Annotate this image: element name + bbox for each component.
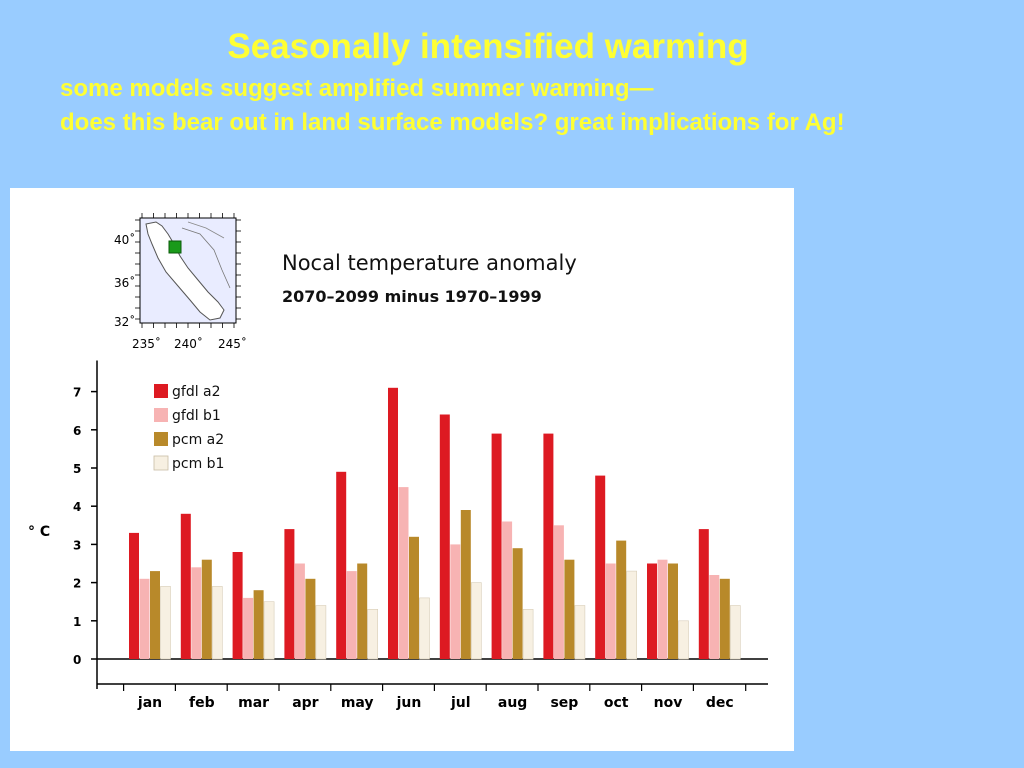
bar-gfdl-b1-apr	[294, 563, 305, 659]
legend-label: pcm a2	[172, 432, 224, 448]
y-tick-label: 4	[73, 500, 81, 514]
x-tick-label: jul	[450, 695, 471, 711]
bar-gfdl-b1-jul	[450, 544, 461, 659]
chart-figure: 40˚ 36˚ 32˚ 235˚ 240˚ 245˚ 0 1 2 3 4 5 6 7 ° C ja…	[10, 188, 794, 751]
bar-pcm-b1-sep	[574, 605, 586, 660]
bar-pcm-a2-aug	[512, 548, 523, 659]
x-tick-label: feb	[189, 695, 215, 711]
inset-map: 40˚ 36˚ 32˚ 235˚ 240˚ 245˚	[114, 213, 247, 351]
slide-title: Seasonally intensified warming	[227, 27, 749, 66]
chart-svg: 40˚ 36˚ 32˚ 235˚ 240˚ 245˚ 0 1 2 3 4 5 6 7 ° C ja…	[28, 213, 768, 711]
bar-gfdl-a2-apr	[284, 529, 295, 659]
inset-map-land	[145, 221, 225, 321]
inset-map-coast	[187, 221, 225, 239]
bar-pcm-b1-apr	[315, 605, 327, 660]
y-tick-label: 3	[73, 538, 81, 552]
bar-pcm-b1-oct	[626, 570, 638, 660]
bar-gfdl-a2-nov	[647, 563, 657, 659]
bar-pcm-a2-sep	[564, 559, 575, 659]
bar-pcm-b1-feb	[212, 586, 223, 660]
chart-subtitle: 2070–2099 minus 1970–1999	[282, 287, 542, 306]
legend-label: pcm b1	[172, 456, 224, 472]
x-tick-label: nov	[654, 695, 683, 711]
bar-gfdl-b1-nov	[657, 559, 668, 659]
bar-pcm-b1-jan	[160, 586, 171, 660]
bar-pcm-a2-may	[357, 563, 368, 659]
bar-gfdl-a2-may	[336, 471, 347, 659]
inset-lon-label: 235˚	[132, 336, 161, 351]
inset-lat-label: 36˚	[114, 275, 135, 290]
legend-label: gfdl a2	[172, 384, 221, 400]
x-tick-label: mar	[238, 695, 269, 711]
bar-pcm-a2-feb	[201, 559, 212, 659]
x-tick-label: sep	[550, 695, 578, 711]
slide-subtitle-line-2: does this bear out in land surface model…	[60, 109, 845, 136]
bar-gfdl-b1-oct	[605, 563, 616, 659]
bar-pcm-a2-nov	[668, 563, 678, 659]
legend-label: gfdl b1	[172, 408, 221, 424]
bar-pcm-a2-jan	[150, 571, 160, 659]
bar-gfdl-b1-may	[346, 571, 357, 659]
region-marker	[168, 240, 182, 254]
inset-lon-label: 240˚	[174, 336, 203, 351]
chart-title: Nocal temperature anomaly	[282, 251, 577, 275]
bar-gfdl-a2-jan	[129, 532, 139, 659]
y-tick-label: 5	[73, 462, 81, 476]
bar-gfdl-a2-dec	[698, 529, 709, 659]
legend-swatch	[154, 384, 168, 398]
x-tick-label: aug	[498, 695, 527, 711]
bar-gfdl-b1-aug	[502, 521, 513, 659]
y-tick-label: 1	[73, 615, 81, 629]
bar-pcm-a2-apr	[305, 578, 316, 659]
bar-pcm-b1-jul	[470, 582, 482, 660]
x-tick-label: apr	[292, 695, 318, 711]
y-axis-label: ° C	[28, 524, 50, 540]
bar-pcm-b1-mar	[263, 601, 275, 660]
bar-pcm-b1-may	[367, 608, 379, 660]
chart-plot-area: 0 1 2 3 4 5 6 7 ° C jan feb mar apr may jun jul aug sep oc…	[28, 360, 768, 711]
x-tick-label: may	[341, 695, 374, 711]
x-tick-label: jan	[137, 695, 162, 711]
y-tick-label: 2	[73, 577, 81, 591]
x-tick-label: jun	[396, 695, 422, 711]
bar-gfdl-b1-dec	[709, 575, 720, 659]
bar-pcm-b1-aug	[522, 608, 534, 660]
legend-swatch	[154, 408, 168, 422]
bar-gfdl-b1-jan	[139, 578, 150, 659]
bar-gfdl-b1-jun	[398, 487, 409, 659]
bar-pcm-a2-jul	[460, 510, 471, 659]
bar-pcm-b1-jun	[419, 597, 430, 660]
bar-pcm-a2-mar	[253, 590, 264, 659]
y-tick-label: 0	[73, 653, 81, 667]
bar-pcm-a2-oct	[616, 540, 627, 659]
x-tick-label: dec	[706, 695, 734, 711]
bar-gfdl-b1-feb	[191, 567, 202, 659]
inset-lat-label: 32˚	[114, 314, 135, 329]
x-tick-label: oct	[604, 695, 629, 711]
slide-subtitle-line-1: some models suggest amplified summer war…	[60, 75, 654, 102]
bar-gfdl-b1-mar	[243, 597, 254, 659]
inset-lon-label: 245˚	[218, 336, 247, 351]
legend-swatch	[153, 455, 169, 471]
bar-gfdl-a2-jul	[439, 414, 450, 659]
bar-gfdl-a2-aug	[491, 433, 502, 659]
inset-map-border	[181, 227, 231, 289]
bar-gfdl-a2-mar	[232, 552, 243, 659]
bar-gfdl-a2-oct	[595, 475, 606, 659]
bar-gfdl-b1-sep	[553, 525, 564, 659]
inset-map-ticks	[135, 213, 241, 328]
legend-swatch	[154, 432, 168, 446]
bar-gfdl-a2-feb	[180, 513, 191, 659]
bar-pcm-b1-nov	[678, 620, 689, 660]
bar-pcm-b1-dec	[729, 605, 741, 660]
y-tick-label: 7	[73, 386, 81, 400]
bar-pcm-a2-dec	[719, 578, 730, 659]
inset-lat-label: 40˚	[114, 232, 135, 247]
bar-gfdl-a2-sep	[543, 433, 554, 659]
bar-pcm-a2-jun	[409, 536, 419, 659]
bar-gfdl-a2-jun	[388, 387, 398, 659]
y-tick-label: 6	[73, 424, 81, 438]
